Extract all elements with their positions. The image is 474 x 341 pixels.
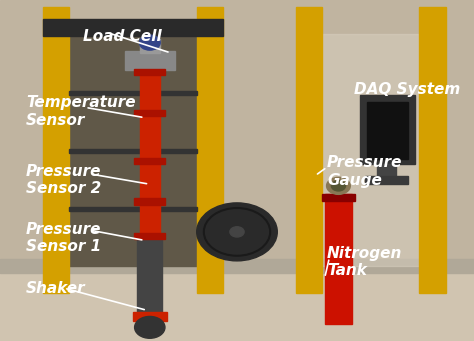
Bar [377,164,396,177]
Bar [43,7,69,293]
Bar [322,34,419,266]
Circle shape [135,316,165,338]
Circle shape [139,35,160,50]
Circle shape [197,203,277,261]
Bar [419,7,446,293]
Bar [134,110,165,116]
Circle shape [331,181,346,191]
Bar [69,91,197,95]
Text: DAQ System: DAQ System [354,82,460,97]
Circle shape [230,227,244,237]
Text: Shaker: Shaker [26,281,86,296]
Text: Temperature
Sensor: Temperature Sensor [26,95,136,128]
Bar [134,69,165,75]
Text: Load Cell: Load Cell [83,29,162,44]
Bar [197,7,223,293]
Bar [360,95,415,164]
Bar [325,194,352,324]
Text: Pressure
Sensor 2: Pressure Sensor 2 [26,164,101,196]
Bar [137,239,162,319]
Bar [365,176,408,184]
Bar [69,149,197,153]
Bar [322,194,355,201]
Bar [0,259,474,273]
Bar [0,0,474,266]
Bar [69,207,197,211]
Text: Pressure
Gauge: Pressure Gauge [327,155,402,188]
Circle shape [327,177,350,194]
Bar [134,158,165,164]
Bar [140,68,160,239]
Bar [125,51,175,70]
Bar [133,312,167,321]
Bar [69,34,197,266]
Bar [140,39,160,53]
Bar [43,19,223,36]
Text: Nitrogen
Tank: Nitrogen Tank [327,246,402,278]
Text: Pressure
Sensor 1: Pressure Sensor 1 [26,222,101,254]
Bar [296,7,322,293]
Bar [134,233,165,239]
Bar [367,102,408,159]
Bar [134,198,165,205]
Bar [0,266,474,341]
